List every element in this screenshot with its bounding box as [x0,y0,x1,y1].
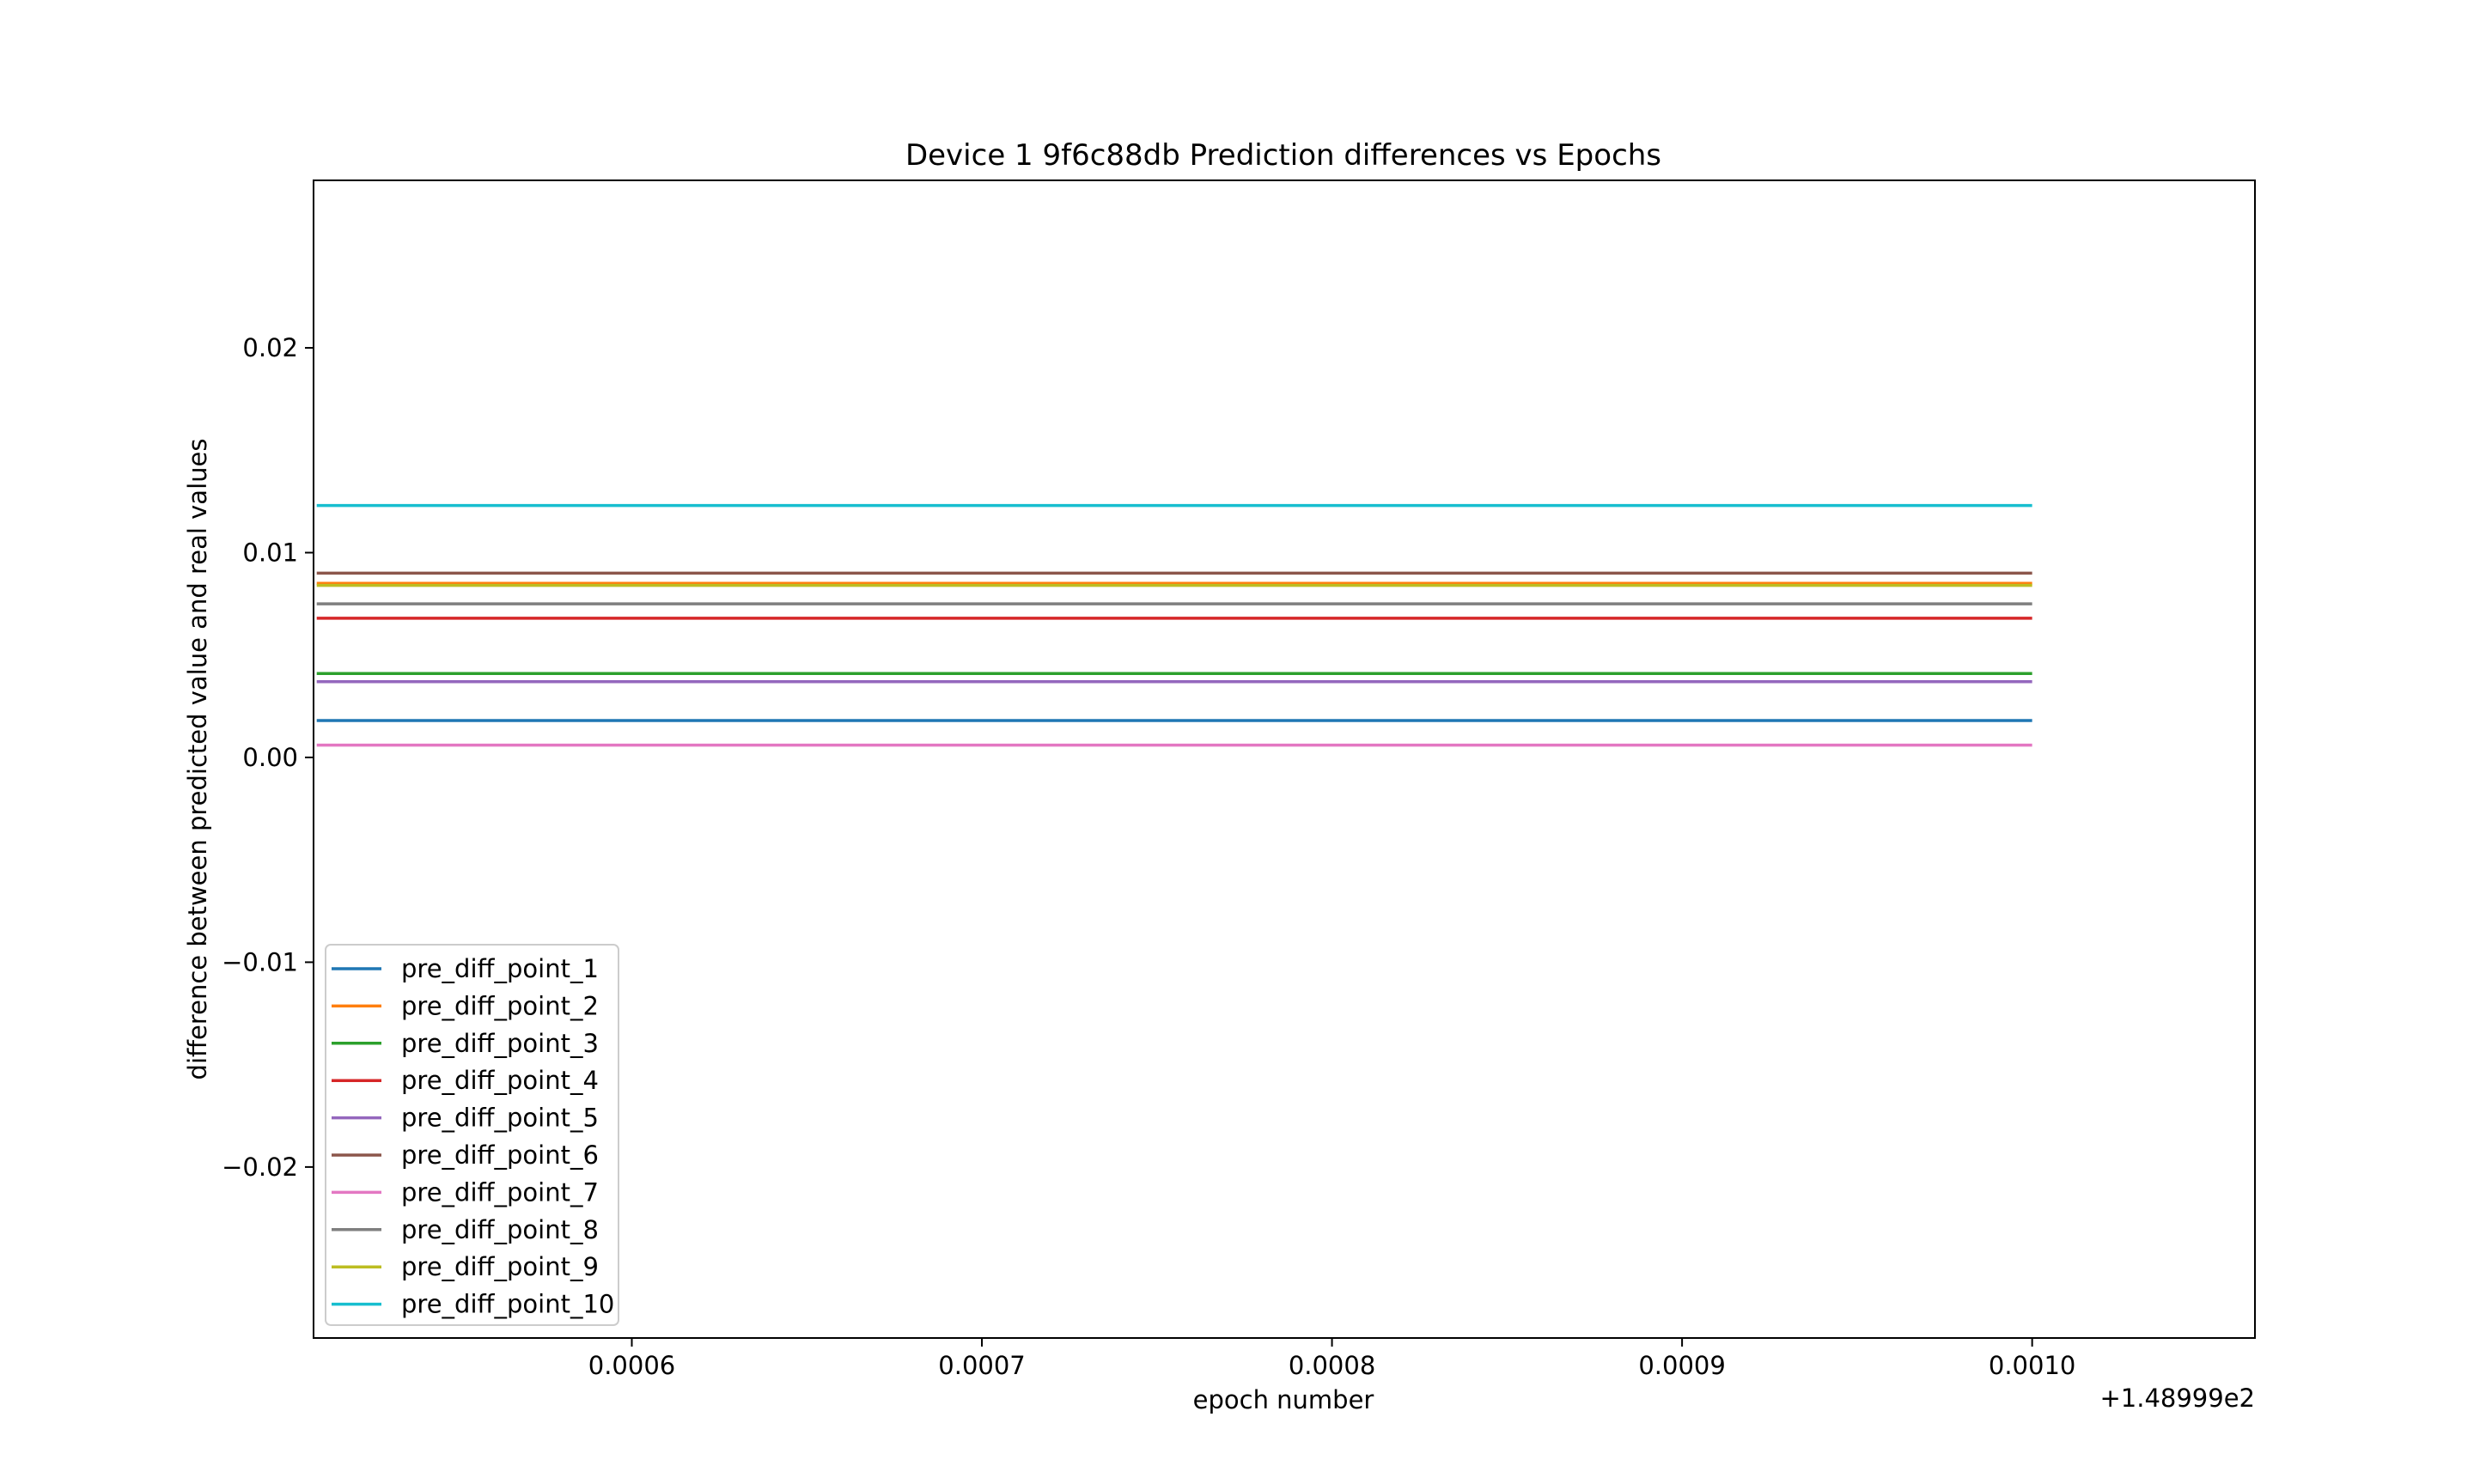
legend-label-9: pre_diff_point_9 [401,1252,599,1281]
x-tick-label: 0.0009 [1638,1351,1725,1380]
legend-label-1: pre_diff_point_1 [401,954,599,983]
series-lines [316,503,2032,747]
legend-label-5: pre_diff_point_5 [401,1104,599,1133]
y-tick-label: 0.01 [242,538,298,568]
legend-box [325,944,619,1326]
y-tick-label: −0.01 [222,947,298,976]
x-axis-offset-label: +1.48999e2 [2099,1384,2255,1413]
x-tick-label: 0.0007 [938,1351,1025,1380]
legend-label-3: pre_diff_point_3 [401,1029,599,1058]
legend-label-10: pre_diff_point_10 [401,1290,614,1319]
x-tick-label: 0.0006 [588,1351,675,1380]
y-axis-ticks: 0.02 0.01 0.00 −0.01 −0.02 [222,333,314,1182]
y-axis-label: difference between predicted value and r… [183,439,212,1080]
chart-title: Device 1 9f6c88db Prediction differences… [905,138,1661,173]
y-tick-label: 0.02 [242,333,298,362]
legend-label-4: pre_diff_point_4 [401,1066,599,1095]
plot-frame [313,179,2256,1339]
x-tick-label: 0.0010 [1989,1351,2075,1380]
legend-label-8: pre_diff_point_8 [401,1215,599,1244]
x-tick-label: 0.0008 [1289,1351,1375,1380]
x-axis-ticks: 0.0006 0.0007 0.0008 0.0009 0.0010 [588,1338,2075,1380]
legend: pre_diff_point_1 pre_diff_point_2 pre_diff… [325,944,619,1326]
legend-label-2: pre_diff_point_2 [401,991,599,1020]
y-tick-label: −0.02 [222,1153,298,1182]
x-axis-label: epoch number [1193,1385,1374,1414]
y-tick-label: 0.00 [242,743,298,772]
legend-label-6: pre_diff_point_6 [401,1140,599,1170]
legend-label-7: pre_diff_point_7 [401,1177,599,1207]
